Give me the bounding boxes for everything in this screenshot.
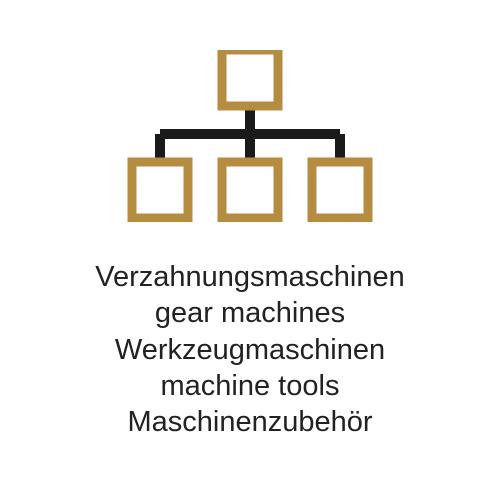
text-line-3: Werkzeugmaschinen bbox=[95, 332, 405, 368]
text-line-2: gear machines bbox=[95, 295, 405, 331]
text-line-1: Verzahnungsmaschinen bbox=[95, 259, 405, 295]
text-line-5: Maschinenzubehör bbox=[95, 404, 405, 440]
category-text-block: Verzahnungsmaschinen gear machines Werkz… bbox=[95, 259, 405, 440]
hierarchy-icon bbox=[125, 50, 375, 227]
text-line-4: machine tools bbox=[95, 368, 405, 404]
